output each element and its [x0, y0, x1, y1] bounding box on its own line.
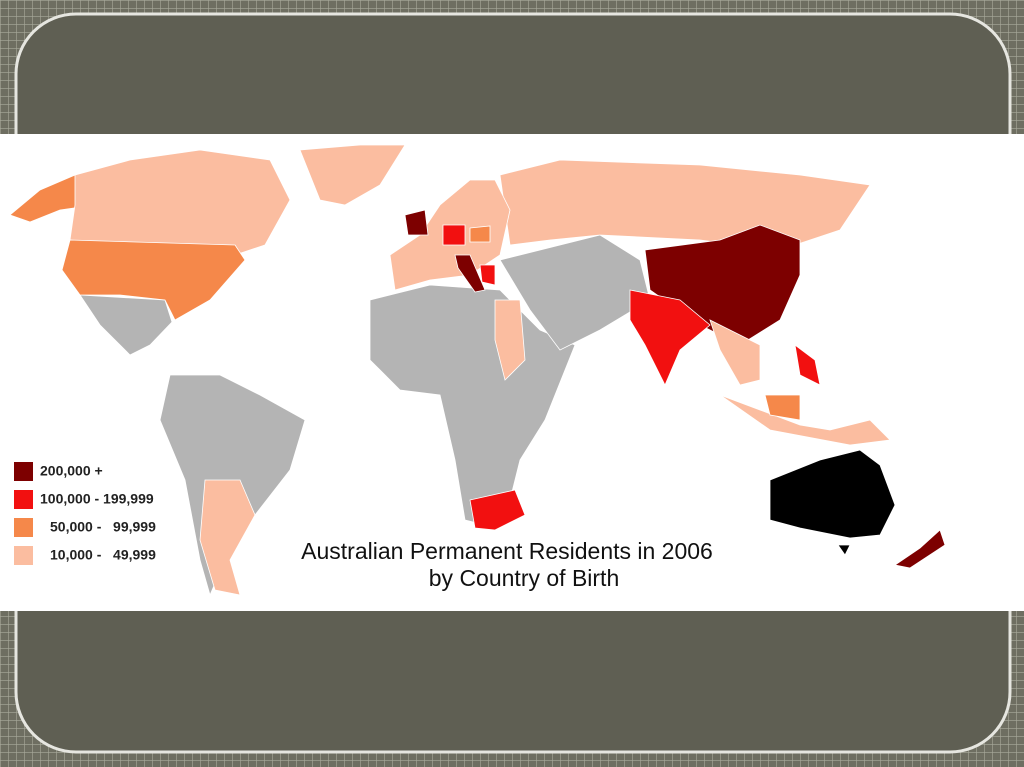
uk — [404, 209, 429, 236]
poland — [469, 225, 491, 243]
south-africa — [469, 489, 526, 531]
middle-east — [499, 234, 651, 351]
legend-swatch — [14, 462, 33, 481]
italy — [454, 254, 486, 293]
borneo — [764, 394, 801, 421]
germany — [442, 224, 466, 246]
legend-label: 200,000 + — [40, 463, 103, 479]
philippines — [794, 344, 821, 386]
greenland — [299, 144, 406, 206]
title-line: by Country of Birth — [429, 565, 619, 591]
greece — [479, 264, 496, 286]
world-map — [9, 144, 946, 597]
canada — [69, 149, 291, 256]
legend-swatch — [14, 518, 33, 537]
legend-swatch — [14, 490, 33, 509]
legend-label: 10,000 - 49,999 — [50, 547, 156, 563]
new-zealand — [893, 529, 946, 569]
legend: 200,000 + 100,000 - 199,999 50,000 - 99,99… — [14, 462, 156, 565]
legend-swatch — [14, 546, 33, 565]
russia — [499, 159, 871, 251]
india — [629, 289, 711, 386]
legend-label: 50,000 - 99,999 — [50, 519, 156, 535]
egypt-sudan — [494, 299, 526, 381]
australia — [769, 449, 896, 539]
argentina-chile — [199, 479, 256, 596]
title-line: Australian Permanent Residents in 2006 — [301, 538, 713, 564]
usa — [61, 239, 246, 321]
legend-label: 100,000 - 199,999 — [40, 491, 154, 507]
southeast-asia — [709, 319, 761, 386]
tasmania — [837, 544, 851, 556]
